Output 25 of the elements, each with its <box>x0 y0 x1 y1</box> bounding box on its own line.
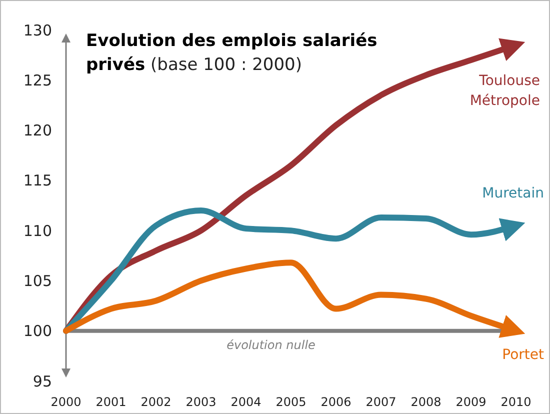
x-tick-label: 2006 <box>320 395 352 409</box>
text: Muretain <box>482 186 544 202</box>
y-tick-label: 125 <box>23 71 52 90</box>
x-tick-label: 2003 <box>186 395 216 409</box>
x-tick-label: 2000 <box>50 395 82 409</box>
x-tick-label: 2002 <box>140 395 172 409</box>
y-tick-label: 115 <box>23 172 52 190</box>
chart-title: Evolution des emplois salariés <box>86 31 378 51</box>
y-tick-label: 95 <box>32 372 52 390</box>
ref-line-label: évolution nulle <box>226 338 316 352</box>
y-tick-label: 120 <box>23 122 52 140</box>
y-tick-label: 105 <box>23 272 52 290</box>
x-tick-label: 2009 <box>456 395 486 409</box>
y-tick-label: 110 <box>23 222 52 240</box>
x-tick-label: 2001 <box>96 395 126 409</box>
y-tick-label: 100 <box>23 322 52 340</box>
series-label: Toulouse Métropole <box>470 73 540 110</box>
x-tick-label: 2004 <box>230 395 262 409</box>
x-tick-label: 2008 <box>410 395 442 409</box>
y-tick-label: 130 <box>23 21 52 40</box>
x-tick-label: 2007 <box>366 395 396 409</box>
x-tick-label: 2005 <box>276 395 306 409</box>
series-label: Portet <box>502 346 545 363</box>
x-tick-label: 2010 <box>500 395 532 409</box>
text: privés (base 100 : 2000) <box>86 55 302 75</box>
